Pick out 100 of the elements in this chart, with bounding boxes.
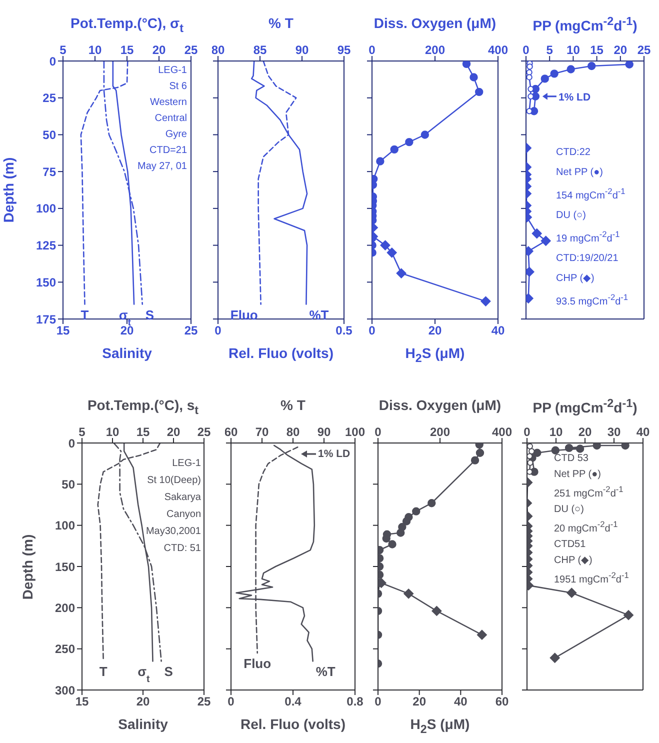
x-tick-label: 60 <box>495 694 509 709</box>
x2-axis-title: Diss. Oxygen (μM) <box>374 15 496 31</box>
annotation: Central <box>154 112 187 126</box>
annotation: CHP (◆) <box>556 272 596 286</box>
x-axis-title: Salinity <box>118 716 168 732</box>
x-axis-title: Rel. Fluo (volts) <box>228 345 334 361</box>
x2-axis-title: Pot.Temp.(°C), s$_{t}$ <box>87 397 199 417</box>
annotation: CTD=21 <box>148 144 187 158</box>
x2-tick-label: 400 <box>488 43 508 57</box>
x2-tick-label: 80 <box>211 43 225 57</box>
x-tick-label: 40 <box>636 425 650 439</box>
annotation: Gyre <box>164 128 187 142</box>
annotation: Canyon <box>166 508 201 522</box>
y-tick-label: 50 <box>62 477 76 492</box>
y-tick-label: 300 <box>54 683 76 698</box>
x-tick-label: 25 <box>637 43 651 57</box>
y-tick-label: 150 <box>36 275 56 290</box>
x-tick-label: 30 <box>607 425 621 439</box>
series-label: %T <box>309 307 329 322</box>
annotation: 1% LD <box>318 447 350 461</box>
x-tick-label: 15 <box>56 324 70 338</box>
y-tick-label: 25 <box>42 91 56 106</box>
x-tick-label: 0 <box>368 324 376 338</box>
y-axis-title: Depth (m) <box>1 157 18 223</box>
annotation: 19 mgCm$^{-2}$d$^{-1}$ <box>556 228 621 247</box>
annotation: St 6 <box>168 80 187 94</box>
x2-tick-label: 90 <box>295 43 309 57</box>
x2-axis-title: % T <box>268 15 294 31</box>
x-axis-title: H$_{2}$S (μM) <box>405 345 465 365</box>
x-axis-title: H$_{2}$S (μM) <box>410 716 470 736</box>
x2-axis-title: Pot.Temp.(°C), σ$_{t}$ <box>70 15 184 35</box>
annotation: CTD51 <box>554 538 587 552</box>
series-label: S <box>164 664 174 680</box>
x-tick-label: 20 <box>578 425 592 439</box>
x-axis-title: Salinity <box>102 345 152 361</box>
x-tick-label: 0 <box>522 43 530 57</box>
annotation: CTD 53 <box>554 452 590 466</box>
y-tick-label: 100 <box>54 518 76 533</box>
x-tick-label: 20 <box>614 43 628 57</box>
annotation: CTD: 51 <box>162 542 201 556</box>
y-tick-label: 125 <box>36 238 56 253</box>
x-tick-label: 10 <box>566 43 580 57</box>
annotation: 20 mgCm$^{-2}$d$^{-1}$ <box>554 518 619 537</box>
x-axis-title: PP (mgCm$^{-2}$d$^{-1}$) <box>532 397 638 416</box>
y-tick-label: 250 <box>54 642 76 656</box>
series-label: Fluo <box>230 307 258 322</box>
annotation: 93.5 mgCm$^{-2}$d$^{-1}$ <box>556 291 628 310</box>
y-axis-title: Depth (m) <box>20 534 36 600</box>
x-tick-label: 0 <box>524 425 531 439</box>
x-tick-label: 20 <box>428 324 442 338</box>
series-label: Fluo <box>244 656 272 671</box>
annotation: Net PP (●) <box>556 166 604 180</box>
y-tick-label: 0 <box>49 54 56 68</box>
series-label: S <box>145 307 154 322</box>
annotation: DU (○) <box>554 502 585 517</box>
x-tick-label: 0 <box>214 324 222 338</box>
series-label: T <box>80 307 89 322</box>
x2-tick-label: 400 <box>492 425 512 439</box>
x2-tick-label: 100 <box>344 425 366 439</box>
x2-axis-title: % T <box>280 397 306 413</box>
x2-tick-label: 90 <box>317 425 331 439</box>
series-label: σ$_{t}$ <box>138 664 151 685</box>
x-axis-title: Rel. Fluo (volts) <box>240 716 346 732</box>
series-label: %T <box>316 664 336 680</box>
annotation: LEG-1 <box>157 64 187 78</box>
x-tick-label: 0 <box>374 694 382 709</box>
annotation: Sakarya <box>163 491 201 505</box>
annotation: 1951 mgCm$^{-2}$d$^{-1}$ <box>554 569 629 588</box>
x-tick-label: 40 <box>454 694 468 709</box>
x-tick-label: 0.8 <box>346 694 364 709</box>
x-tick-label: 15 <box>75 694 89 709</box>
x2-tick-label: 70 <box>255 425 269 439</box>
x2-tick-label: 200 <box>430 425 450 439</box>
x-axis-title: PP (mgCm$^{-2}$d$^{-1}$) <box>532 15 638 34</box>
annotation: 251 mgCm$^{-2}$d$^{-1}$ <box>554 483 624 502</box>
annotation: St 10(Deep) <box>146 474 201 488</box>
x-tick-label: 15 <box>590 43 604 57</box>
annotation: LEG-1 <box>171 457 201 471</box>
x-tick-label: 20 <box>136 694 150 709</box>
annotation: 1% LD <box>558 91 591 104</box>
x-tick-label: 20 <box>412 694 426 709</box>
x2-tick-label: 200 <box>424 43 446 57</box>
annotation: DU (○) <box>556 208 587 223</box>
x-tick-label: 25 <box>184 324 198 338</box>
y-tick-label: 50 <box>42 128 56 142</box>
y-tick-label: 175 <box>36 312 56 326</box>
x2-tick-label: 85 <box>253 43 267 57</box>
y-tick-label: 0 <box>68 436 76 450</box>
y-tick-label: 150 <box>54 560 76 574</box>
annotation: CTD:19/20/21 <box>556 252 620 266</box>
y-tick-label: 100 <box>36 202 56 216</box>
y-tick-label: 75 <box>42 164 56 179</box>
annotation: Net PP (●) <box>554 468 602 482</box>
x-tick-label: 0.5 <box>336 324 353 338</box>
x-tick-label: 0 <box>228 694 235 709</box>
annotation: May 27, 01 <box>136 160 187 174</box>
x2-tick-label: 80 <box>286 425 300 439</box>
x2-axis-title: Diss. Oxygen (μM) <box>378 397 502 413</box>
annotation: Western <box>148 96 187 110</box>
annotation: CHP (◆) <box>554 554 594 568</box>
